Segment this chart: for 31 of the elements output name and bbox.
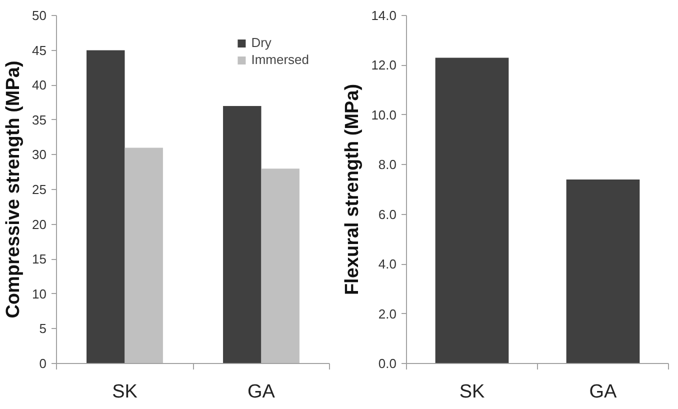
bar <box>124 148 163 364</box>
y-tick-label: 10.0 <box>371 107 397 122</box>
y-tick-label: 30 <box>32 147 47 162</box>
bar <box>223 106 262 364</box>
legend-label: Dry <box>251 35 272 50</box>
y-tick-label: 4.0 <box>378 256 397 272</box>
y-tick-label: 25 <box>32 182 47 197</box>
y-tick-label: 20 <box>32 216 47 232</box>
x-tick-label: SK <box>459 382 485 402</box>
y-tick-label: 50 <box>32 8 47 23</box>
y-tick-label: 0 <box>39 356 47 371</box>
y-tick-label: 15 <box>32 252 47 267</box>
bar <box>261 168 300 364</box>
y-axis-title: Flexural strength (MPa) <box>342 84 364 296</box>
y-tick-label: 35 <box>32 112 47 128</box>
y-tick-label: 45 <box>32 42 47 58</box>
bar <box>86 50 125 364</box>
y-tick-label: 14.0 <box>371 8 397 23</box>
legend-label: Immersed <box>251 52 309 67</box>
x-tick-label: GA <box>589 382 618 402</box>
y-tick-label: 8.0 <box>378 157 397 172</box>
y-tick-label: 6.0 <box>378 206 397 222</box>
y-tick-label: 5 <box>39 321 47 336</box>
y-tick-label: 0.0 <box>378 356 397 371</box>
y-tick-label: 2.0 <box>378 306 397 322</box>
x-tick-label: SK <box>112 382 138 402</box>
y-tick-label: 10 <box>32 286 47 302</box>
y-axis-title: Compressive strength (MPa) <box>3 60 24 318</box>
x-tick-label: GA <box>248 382 276 402</box>
y-tick-label: 12.0 <box>371 58 397 73</box>
y-tick-label: 40 <box>32 78 47 93</box>
